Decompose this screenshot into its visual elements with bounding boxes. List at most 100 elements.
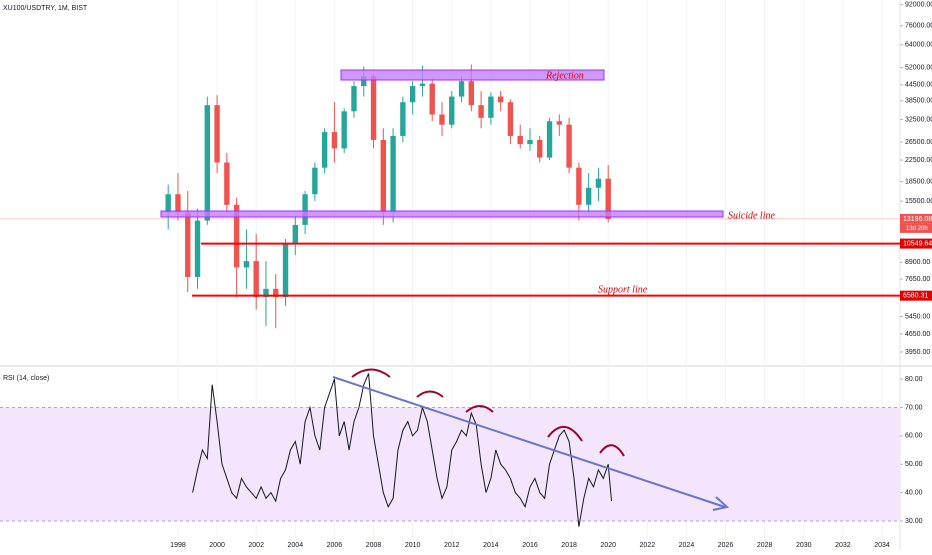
candle-body: [576, 167, 582, 205]
level-tag-label: 10549.64: [903, 240, 932, 247]
y-tick-label: 38500.00: [905, 98, 932, 105]
candle-body: [566, 124, 572, 168]
rsi-title: RSI (14, close): [3, 375, 49, 382]
candle-body: [185, 212, 191, 277]
y-tick-label: 50.00: [905, 461, 923, 468]
price-tag-label: 13196.08: [903, 216, 932, 223]
candle-body: [429, 83, 435, 115]
candle-body: [341, 111, 347, 149]
candle-body: [292, 224, 298, 245]
candle-body: [517, 135, 523, 145]
candle-body: [537, 139, 543, 158]
candle-body: [165, 194, 171, 213]
arc: [465, 405, 494, 413]
x-tick-label: 2034: [874, 542, 890, 549]
x-tick-label: 2024: [679, 542, 695, 549]
candle-body: [312, 167, 318, 195]
countdown-tag: [900, 223, 932, 233]
arc: [351, 368, 391, 378]
candle-body: [585, 187, 592, 205]
y-tick-label: 70.00: [905, 404, 923, 411]
candle-body: [214, 105, 220, 163]
y-tick-label: 7650.00: [905, 276, 930, 283]
candle-body: [263, 288, 269, 298]
y-tick-label: 52000.00: [905, 64, 932, 71]
y-tick-label: 22500.00: [905, 157, 932, 164]
candle-body: [361, 76, 367, 87]
candle-body: [233, 204, 240, 268]
candle-body: [468, 81, 475, 106]
y-tick-label: 76000.00: [905, 23, 932, 30]
support-label: Support line: [598, 284, 648, 295]
y-tick-label: 30.00: [905, 518, 923, 525]
candle-body: [458, 81, 465, 97]
x-tick-label: 2020: [600, 542, 616, 549]
x-tick-label: 2010: [405, 542, 421, 549]
candle-body: [273, 288, 279, 298]
candle-body: [253, 261, 259, 298]
y-tick-label: 40.00: [905, 489, 923, 496]
x-tick-label: 1998: [170, 542, 186, 549]
candle-body: [449, 96, 455, 125]
y-tick-label: 32500.00: [905, 116, 932, 123]
level-tag-label: 6580.31: [903, 293, 928, 300]
x-tick-label: 2002: [248, 542, 264, 549]
rejection-zone: [340, 69, 605, 81]
candle-body: [546, 121, 553, 158]
level-tag: [900, 238, 932, 249]
y-tick-label: 80.00: [905, 376, 923, 383]
y-tick-label: 15500.00: [905, 198, 932, 205]
y-tick-label: 26500.00: [905, 139, 932, 146]
arc: [547, 426, 583, 442]
y-tick-label: 8900.00: [905, 259, 930, 266]
x-tick-label: 2012: [444, 542, 460, 549]
candle-body: [282, 244, 289, 298]
level-tag: [900, 290, 932, 301]
y-tick-label: 3950.00: [905, 349, 930, 356]
candle-body: [409, 86, 416, 103]
candle-body: [302, 194, 308, 225]
candle-body: [321, 132, 328, 168]
arc: [599, 444, 625, 457]
x-tick-label: 2014: [483, 542, 499, 549]
y-tick-label: 60.00: [905, 433, 923, 440]
candle-body: [243, 261, 250, 268]
candle-body: [527, 139, 533, 145]
arc: [416, 390, 444, 398]
candle-body: [380, 139, 387, 213]
candle-body: [595, 178, 602, 188]
candle-body: [351, 86, 357, 112]
x-tick-label: 2006: [327, 542, 343, 549]
suicide-zone: [160, 210, 724, 218]
candle-body: [439, 114, 445, 125]
x-tick-label: 2032: [835, 542, 851, 549]
x-tick-label: 2028: [757, 542, 773, 549]
x-tick-label: 2026: [718, 542, 734, 549]
rsi-trendline: [332, 376, 726, 508]
y-tick-label: 18500.00: [905, 178, 932, 185]
candle-body: [175, 194, 181, 213]
y-tick-label: 44500.00: [905, 82, 932, 89]
candle-body: [497, 96, 504, 103]
x-tick-label: 2008: [366, 542, 382, 549]
x-tick-label: 2018: [561, 542, 577, 549]
y-tick-label: 64000.00: [905, 42, 932, 49]
x-tick-label: 2000: [209, 542, 225, 549]
x-tick-label: 2004: [288, 542, 304, 549]
rsi-arcs: [351, 368, 625, 457]
candle-body: [419, 83, 426, 87]
y-tick-label: 4650.00: [905, 331, 930, 338]
candle-body: [390, 135, 396, 213]
price-tag: [900, 213, 932, 224]
candle-body: [488, 96, 494, 118]
y-tick-label: 5450.00: [905, 313, 930, 320]
x-tick-label: 2030: [796, 542, 812, 549]
symbol-title: XU100/USDTRY, 1M, BIST: [3, 5, 88, 12]
candle-body: [556, 121, 563, 125]
x-tick-label: 2016: [522, 542, 538, 549]
candle-body: [204, 105, 210, 221]
candle-body: [194, 220, 201, 277]
candle-body: [400, 102, 406, 136]
